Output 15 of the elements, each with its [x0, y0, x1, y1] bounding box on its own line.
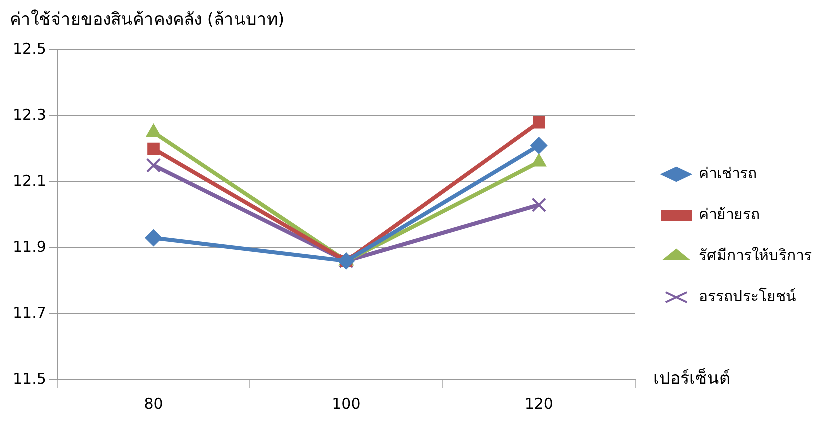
y-tick-label: 12.3 [12, 106, 46, 124]
y-tick-label: 11.7 [12, 304, 46, 322]
legend-label: ค่าย้ายรถ [699, 205, 760, 224]
y-tick-label: 12.5 [12, 40, 46, 58]
legend-label: ค่าเช่ารถ [699, 164, 757, 182]
x-axis-title: เปอร์เซ็นต์ [654, 366, 730, 389]
x-tick-label: 120 [524, 394, 554, 413]
y-tick-label: 12.1 [12, 172, 46, 190]
x-tick-label: 80 [144, 394, 164, 413]
x-tick-label: 100 [332, 394, 361, 413]
legend-label: อรรถประโยชน์ [699, 287, 796, 306]
y-tick-label: 11.5 [12, 370, 46, 388]
y-axis-title: ค่าใช้จ่ายของสินค้าคงคลัง (ล้านบาท) [10, 8, 285, 30]
y-tick-label: 11.9 [12, 238, 46, 256]
legend-label: รัศมีการให้บริการ [699, 246, 812, 264]
